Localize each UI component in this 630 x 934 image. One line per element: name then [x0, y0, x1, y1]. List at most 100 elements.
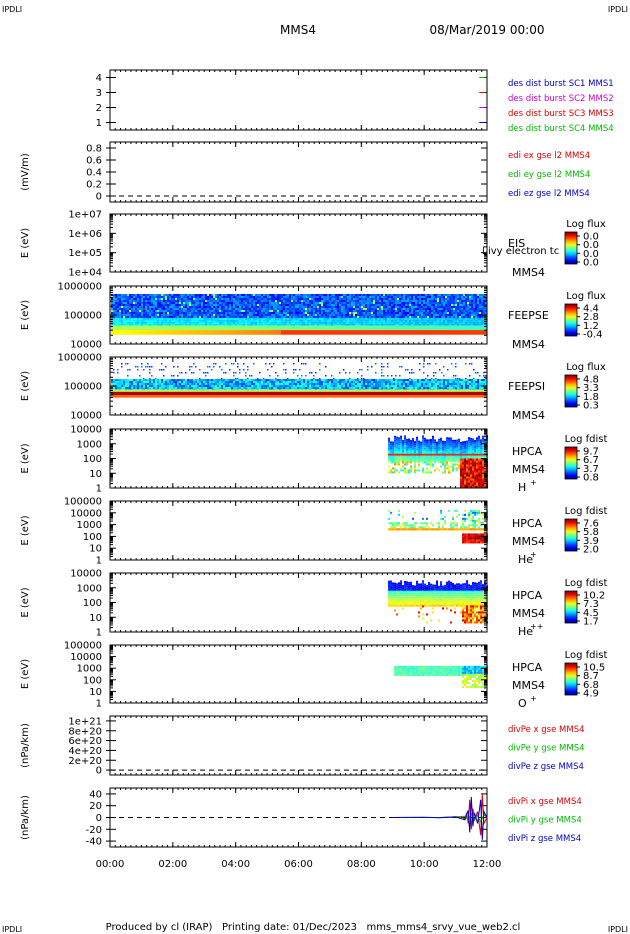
- spectrogram-pixel: [339, 314, 341, 316]
- spectrogram-pixel: [149, 294, 151, 296]
- spectrogram-pixel: [413, 319, 415, 322]
- spectrogram-pixel: [115, 300, 117, 302]
- spectrogram-pixel: [283, 314, 285, 316]
- spectrogram-pixel: [349, 312, 351, 314]
- spectrogram-pixel: [193, 379, 195, 382]
- spectrogram-pixel: [413, 304, 415, 306]
- spectrogram-pixel: [343, 310, 345, 312]
- spectrogram-pixel: [249, 385, 251, 388]
- spectrogram-pixel: [203, 316, 205, 318]
- spectrogram-pixel: [175, 294, 177, 296]
- spectrogram-pixel: [309, 298, 311, 300]
- spectrogram-pixel: [483, 317, 485, 320]
- spectrogram-pixel: [313, 304, 315, 306]
- spectrogram-pixel: [441, 330, 443, 335]
- spectrogram-pixel: [247, 321, 249, 324]
- spectrogram-pixel: [405, 314, 407, 316]
- legend-entry: des dist burst SC1 MMS1: [508, 79, 614, 89]
- spectrogram-pixel: [431, 302, 433, 304]
- spectrogram-pixel: [375, 308, 377, 310]
- spectrogram-pixel: [249, 312, 251, 314]
- spectrogram-pixel: [267, 316, 269, 318]
- spectrogram-pixel: [371, 317, 373, 320]
- spectrogram-pixel: [165, 383, 167, 386]
- spectrogram-pixel: [379, 321, 381, 324]
- spectrogram-pixel: [369, 308, 371, 310]
- spectrogram-pixel: [241, 391, 243, 396]
- spectrogram-pixel: [389, 300, 391, 302]
- spectrogram-pixel: [215, 317, 217, 320]
- spectrogram-pixel: [429, 294, 431, 296]
- spectrogram-pixel: [117, 385, 119, 388]
- spectrogram-pixel: [289, 314, 291, 316]
- spectrogram-pixel: [405, 298, 407, 300]
- spectrogram-pixel: [411, 310, 413, 312]
- spectrogram-pixel: [307, 325, 309, 331]
- spectrogram-pixel: [385, 314, 387, 316]
- spectrogram-pixel: [117, 387, 119, 390]
- spectrogram-pixel: [257, 389, 259, 392]
- spectrogram-pixel: [415, 325, 417, 331]
- spectrogram-pixel: [219, 385, 221, 388]
- spectrogram-pixel: [273, 314, 275, 316]
- spectrogram-pixel: [265, 321, 267, 324]
- spectrogram-pixel: [319, 319, 321, 322]
- spectrogram-pixel: [171, 310, 173, 312]
- spectrogram-pixel: [457, 325, 459, 331]
- spectrogram-pixel: [417, 325, 419, 331]
- y-tick-label: 1e+07: [68, 210, 102, 221]
- spectrogram-pixel: [203, 325, 205, 331]
- spectrogram-pixel: [451, 304, 453, 306]
- spectrogram-pixel: [209, 310, 211, 312]
- spectrogram-pixel: [253, 300, 255, 302]
- spectrogram-pixel: [407, 294, 409, 296]
- spectrogram-pixel: [247, 314, 249, 316]
- spectrogram-pixel: [179, 294, 181, 296]
- spectrogram-pixel: [351, 310, 353, 312]
- spectrogram-pixel: [211, 387, 213, 390]
- spectrogram-pixel: [253, 298, 255, 300]
- spectrogram-pixel: [423, 306, 425, 308]
- spectrogram-pixel: [171, 317, 173, 320]
- spectrogram-pixel: [201, 314, 203, 316]
- spectrogram-pixel: [397, 296, 399, 298]
- spectrogram-pixel: [241, 296, 243, 298]
- spectrogram-pixel: [135, 385, 137, 388]
- spectrogram-pixel: [143, 316, 145, 318]
- spectrogram-pixel: [459, 323, 461, 326]
- spectrogram-pixel: [415, 296, 417, 298]
- spectrogram-pixel: [183, 385, 185, 388]
- spectrogram-pixel: [309, 316, 311, 318]
- spectrogram-pixel: [333, 323, 335, 326]
- spectrogram-pixel: [163, 379, 165, 382]
- spectrogram-pixel: [411, 298, 413, 300]
- spectrogram-pixel: [433, 306, 435, 308]
- spectrogram-pixel: [281, 330, 283, 335]
- spectrogram-pixel: [417, 312, 419, 314]
- spectrogram-pixel: [333, 330, 335, 335]
- spectrogram-pixel: [145, 314, 147, 316]
- spectrogram-pixel: [457, 302, 459, 304]
- spectrogram-pixel: [155, 308, 157, 310]
- spectrogram-pixel: [377, 319, 379, 322]
- spectrogram-pixel: [113, 369, 115, 371]
- spectrogram-pixel: [227, 302, 229, 304]
- spectrogram-pixel: [331, 296, 333, 298]
- spectrogram-pixel: [467, 323, 469, 326]
- spectrogram-pixel: [357, 304, 359, 306]
- spectrogram-pixel: [333, 300, 335, 302]
- spectrogram-pixel: [383, 294, 385, 296]
- spectrogram-pixel: [333, 321, 335, 324]
- spectrogram-pixel: [187, 306, 189, 308]
- spectrogram-pixel: [311, 302, 313, 304]
- spectrogram-pixel: [149, 389, 151, 392]
- spectrogram-pixel: [157, 330, 159, 335]
- spectrogram-pixel: [181, 395, 183, 398]
- spectrogram-pixel: [253, 306, 255, 308]
- spectrogram-pixel: [225, 381, 227, 384]
- spectrogram-pixel: [479, 296, 481, 298]
- spectrogram-pixel: [243, 385, 245, 388]
- spectrogram-pixel: [279, 317, 281, 320]
- spectrogram-pixel: [143, 302, 145, 304]
- spectrogram-pixel: [441, 302, 443, 304]
